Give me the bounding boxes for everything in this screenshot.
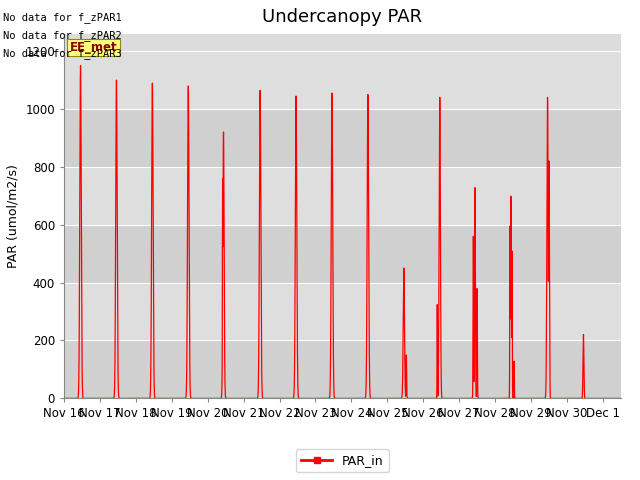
Text: No data for f_zPAR3: No data for f_zPAR3 bbox=[3, 48, 122, 60]
Text: No data for f_zPAR2: No data for f_zPAR2 bbox=[3, 30, 122, 41]
Bar bbox=[64, 225, 621, 283]
Bar bbox=[64, 283, 621, 340]
Text: No data for f_zPAR1: No data for f_zPAR1 bbox=[3, 12, 122, 23]
Title: Undercanopy PAR: Undercanopy PAR bbox=[262, 9, 422, 26]
Bar bbox=[64, 167, 621, 225]
Legend: PAR_in: PAR_in bbox=[296, 449, 389, 472]
Text: EE_met: EE_met bbox=[70, 41, 117, 54]
Y-axis label: PAR (umol/m2/s): PAR (umol/m2/s) bbox=[6, 164, 20, 268]
Bar bbox=[64, 340, 621, 398]
Bar bbox=[64, 109, 621, 167]
Bar bbox=[64, 51, 621, 109]
